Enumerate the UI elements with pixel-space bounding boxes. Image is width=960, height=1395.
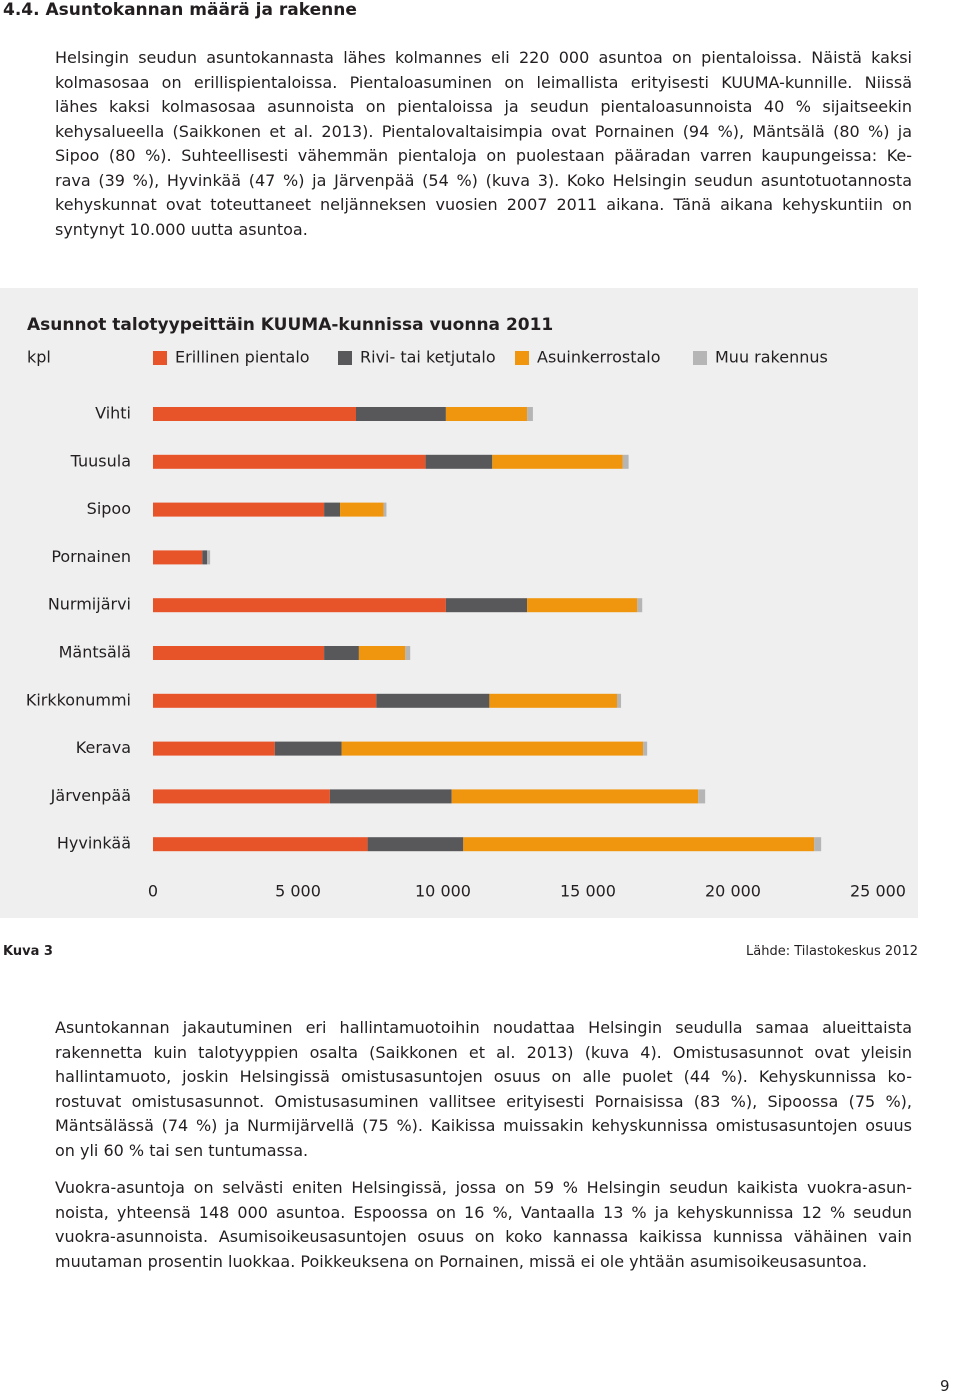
text-line: rava (39 %), Hyvinkää (47 %) ja Järvenpä…: [55, 170, 912, 190]
bar-segment: [643, 741, 648, 756]
bar-segment: [329, 789, 452, 804]
chart: Asunnot talotyypeittäin KUUMA-kunnissa v…: [0, 288, 918, 918]
category-label: Sipoo: [87, 499, 131, 518]
text-line: syntynyt 10.000 uutta asuntoa.: [55, 219, 308, 239]
bar-segment: [153, 550, 203, 565]
bar-segment: [383, 502, 387, 517]
text-line: kehysalueella (Saikkonen et al. 2013). P…: [55, 121, 912, 141]
bar-segment: [376, 693, 490, 708]
bar-segment: [451, 789, 699, 804]
bar-segment: [153, 598, 446, 613]
category-label: Hyvinkää: [57, 834, 131, 853]
paragraph: Helsingin seudun asuntokannasta lähes ko…: [55, 46, 912, 242]
bar-segment: [202, 550, 208, 565]
x-tick-label: 25 000: [850, 882, 906, 901]
bar-segment: [153, 454, 426, 469]
category-label: Järvenpää: [50, 786, 131, 805]
bar-segment: [274, 741, 342, 756]
figure-source: Lähde: Tilastokeskus 2012: [746, 944, 918, 959]
text-line: lähes kaksi kolmasosaa asunnoista on pie…: [55, 97, 912, 116]
bar-segment: [153, 741, 275, 756]
text-line: Sipoo (80 %). Suhteellisesti vähemmän pi…: [55, 146, 912, 165]
bar-segment: [153, 502, 325, 517]
legend-label: Rivi- tai ketjutalo: [360, 348, 496, 367]
bar-segment: [617, 693, 622, 708]
bar-segment: [341, 741, 644, 756]
bar-segment: [445, 407, 528, 421]
category-label: Vihti: [95, 404, 131, 423]
x-tick-label: 5 000: [275, 882, 321, 901]
bar-segment: [356, 407, 446, 421]
text-line: Mäntsälässä (74 %) ja Nurmijärvellä (75 …: [55, 1116, 912, 1135]
page-number: 9: [940, 1377, 950, 1395]
legend-label: Erillinen pientalo: [175, 348, 310, 367]
bar-segment: [153, 789, 330, 804]
figure-label: Kuva 3: [3, 944, 53, 959]
x-tick-label: 10 000: [415, 882, 471, 901]
text-line: muutaman prosentin luokkaa. Poikkeuksena…: [55, 1251, 868, 1271]
text-line: Vuokra-asuntoja on selvästi eniten Helsi…: [55, 1178, 912, 1197]
text-line: kolmasosaa on erillispientaloissa. Pient…: [55, 72, 912, 92]
legend-swatch: [693, 351, 707, 365]
category-label: Kirkkonummi: [26, 690, 131, 709]
text-line: kehyskunnat ovat toteuttaneet neljänneks…: [55, 195, 912, 214]
bar-segment: [153, 646, 325, 660]
category-label: Mäntsälä: [59, 643, 131, 662]
paragraph: Asuntokannan jakautuminen eri hallintamu…: [55, 1016, 912, 1163]
x-tick-label: 15 000: [560, 882, 616, 901]
paragraph: Vuokra-asuntoja on selvästi eniten Helsi…: [55, 1176, 912, 1274]
bar-segment: [367, 837, 464, 852]
legend-swatch: [338, 351, 352, 365]
category-label: Pornainen: [51, 547, 131, 566]
legend-label: Muu rakennus: [715, 348, 828, 367]
x-tick-label: 0: [148, 882, 158, 901]
bar-segment: [207, 550, 211, 565]
text-line: rostuvat omistusasunnot. Omistusasuminen…: [55, 1091, 912, 1111]
heading: 4.4. Asuntokannan määrä ja rakenne: [3, 0, 357, 20]
bar-segment: [324, 502, 341, 517]
bar-segment: [324, 646, 359, 660]
category-label: Kerava: [76, 738, 131, 757]
legend-label: Asuinkerrostalo: [537, 348, 661, 367]
legend-swatch: [153, 351, 167, 365]
bar-segment: [489, 693, 617, 708]
text-line: Helsingin seudun asuntokannasta lähes ko…: [55, 48, 912, 67]
chart-title: Asunnot talotyypeittäin KUUMA-kunnissa v…: [27, 315, 553, 335]
bar-segment: [358, 646, 406, 660]
bar-segment: [463, 837, 815, 852]
bar-segment: [527, 598, 638, 613]
text-line: hallintamuoto, joskin Helsingissä omistu…: [55, 1067, 912, 1086]
category-label: Nurmijärvi: [48, 595, 131, 614]
text-line: vuokra-asunnoista. Asumisoikeusasuntojen…: [55, 1227, 912, 1246]
x-tick-label: 20 000: [705, 882, 761, 901]
bar-segment: [153, 693, 377, 708]
bar-segment: [405, 646, 411, 660]
bar-segment: [622, 454, 629, 469]
bar-segment: [445, 598, 528, 613]
bar-segment: [492, 454, 623, 469]
bar-segment: [153, 407, 356, 421]
text-line: rakennetta kuin talotyyppien osalta (Sai…: [55, 1042, 912, 1062]
bar-segment: [425, 454, 493, 469]
bar-segment: [637, 598, 643, 613]
bar-segment: [527, 407, 533, 421]
bar-segment: [153, 837, 368, 852]
legend-swatch: [515, 351, 529, 365]
category-label: Tuusula: [70, 451, 131, 470]
bar-segment: [698, 789, 706, 804]
text-line: Asuntokannan jakautuminen eri hallintamu…: [55, 1018, 912, 1037]
axis-unit: kpl: [27, 348, 51, 367]
bar-segment: [814, 837, 822, 852]
text-line: noista, yhteensä 148 000 asuntoa. Espoos…: [55, 1202, 912, 1222]
text-line: on yli 60 % tai sen tuntumassa.: [55, 1140, 309, 1160]
bar-segment: [340, 502, 384, 517]
